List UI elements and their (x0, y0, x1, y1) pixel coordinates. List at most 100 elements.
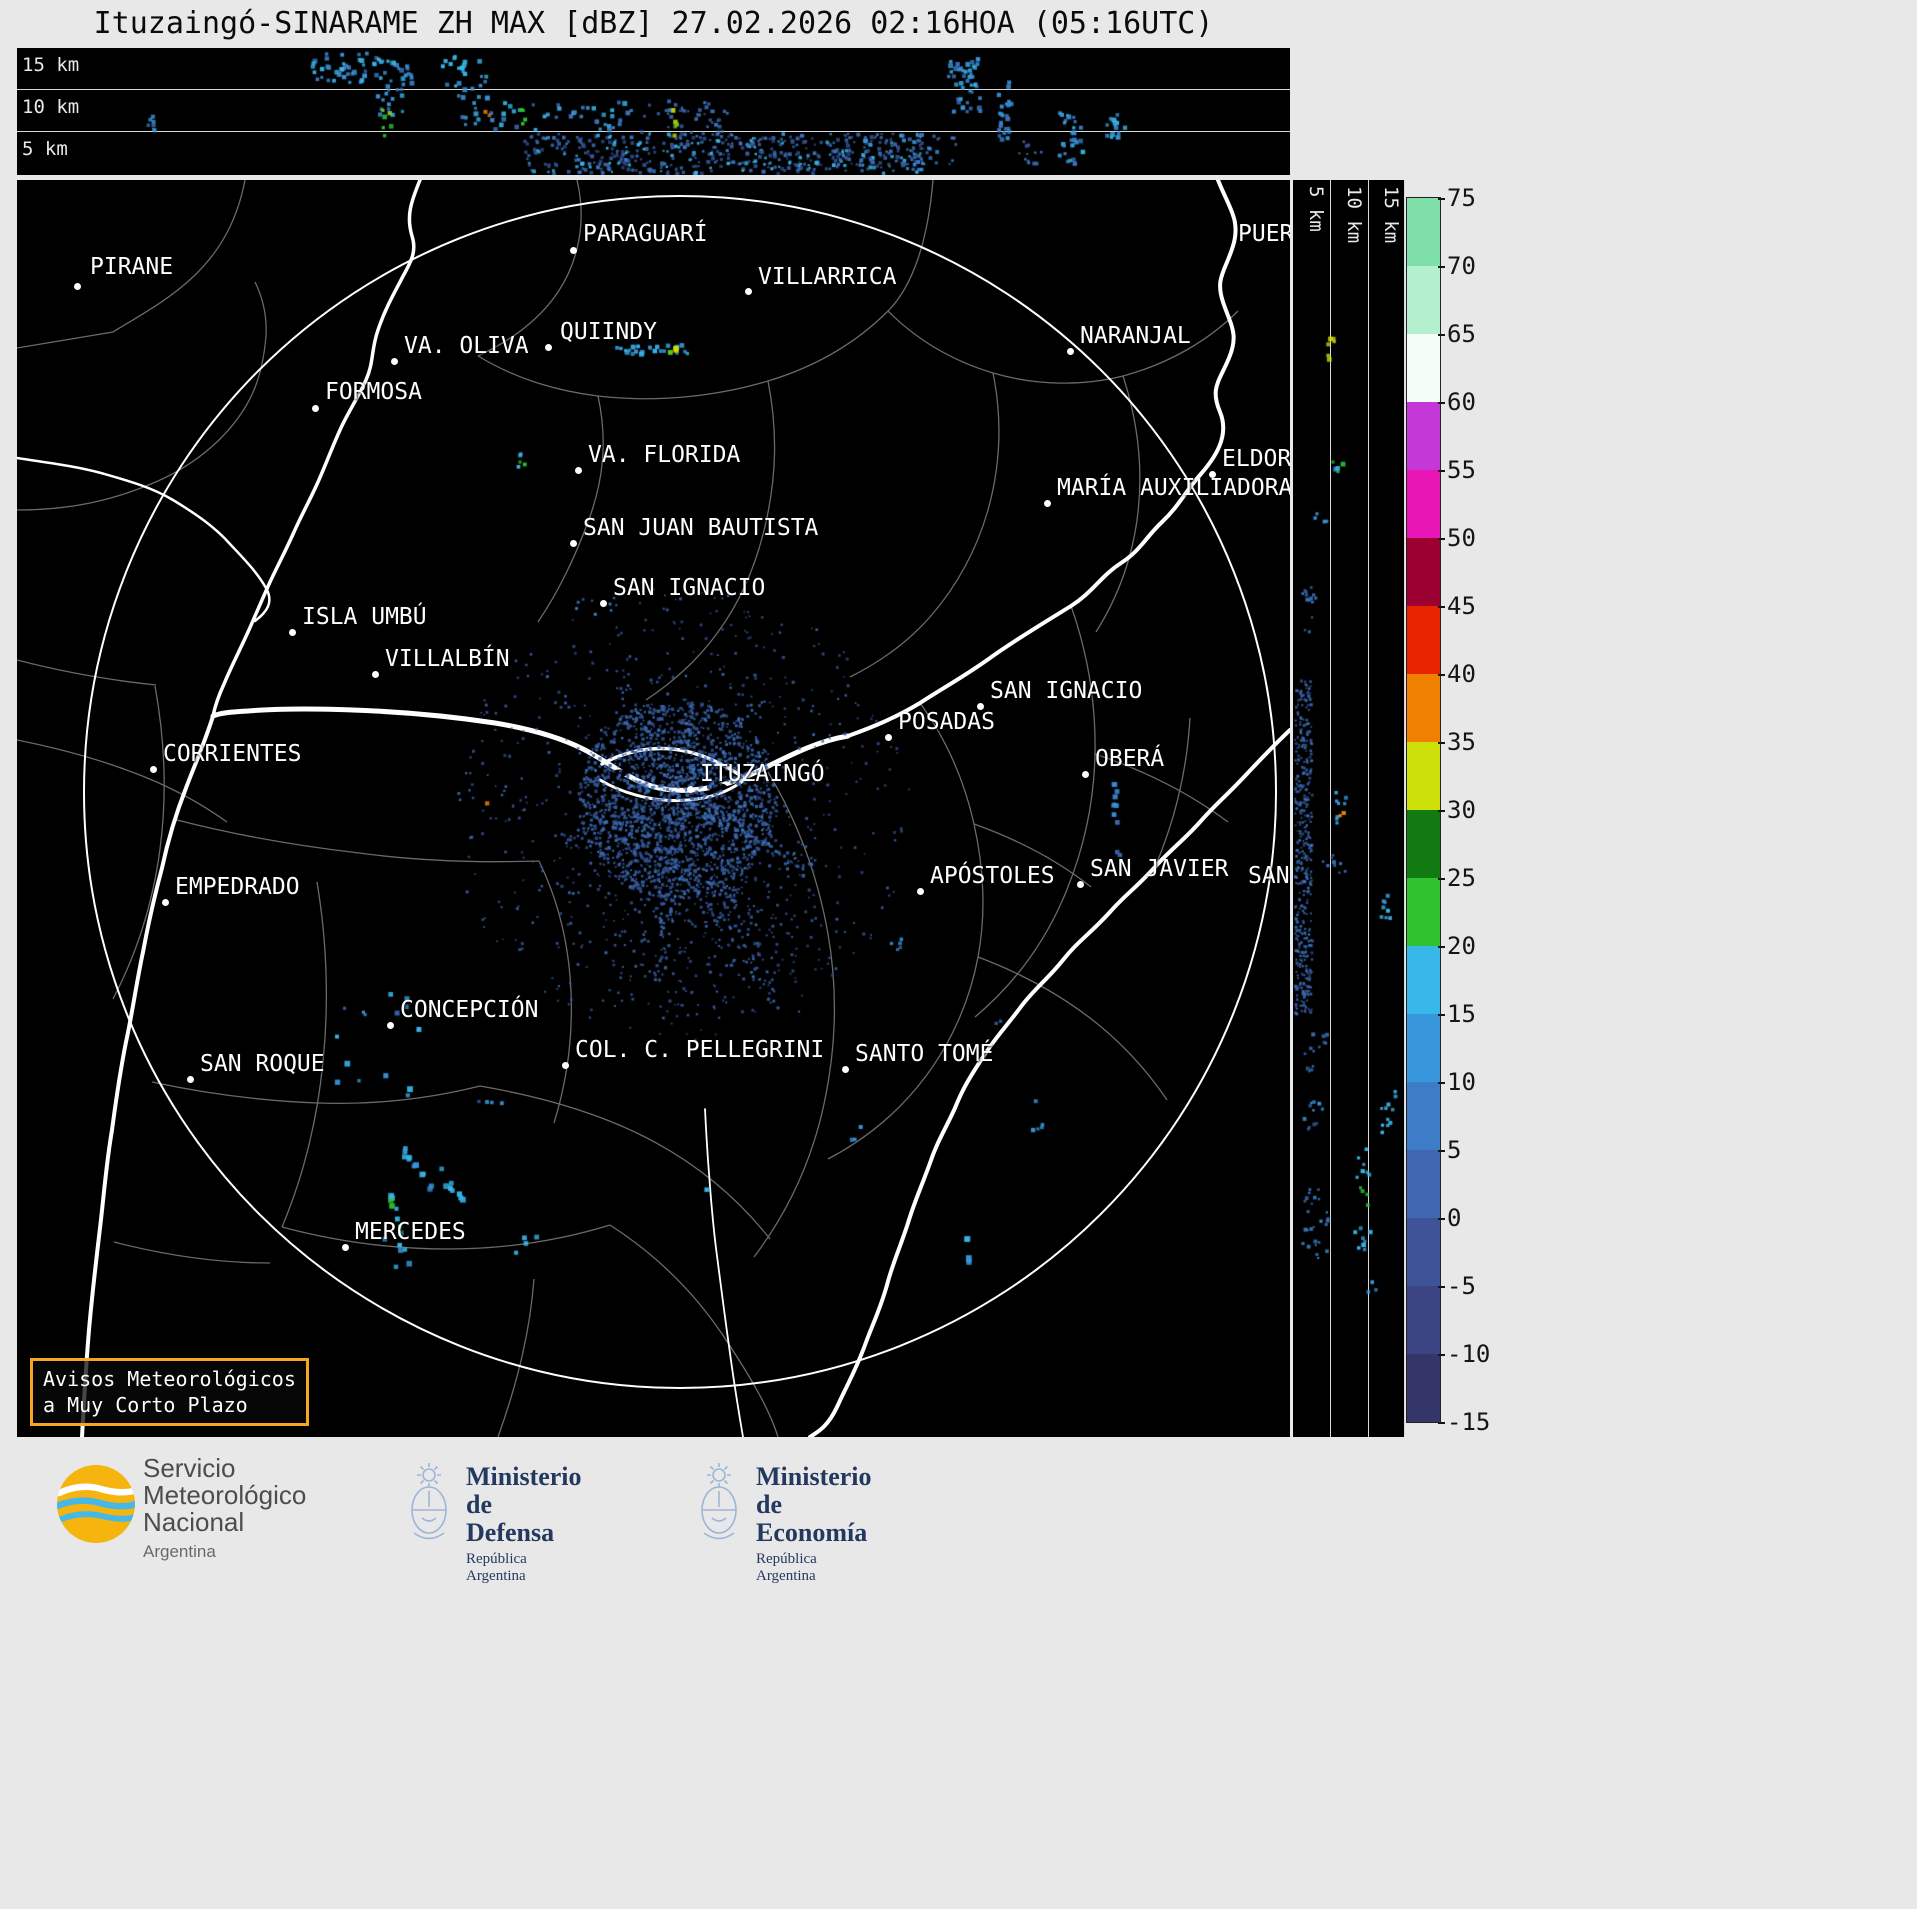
city-dot (544, 343, 552, 351)
city-label: COL. C. PELLEGRINI (575, 1037, 825, 1063)
colorbar-segment (1407, 674, 1440, 742)
city-dot (1081, 770, 1089, 778)
smn-name: Servicio Meteorológico Nacional Argentin… (143, 1455, 306, 1565)
colorbar-gradient (1406, 197, 1441, 1423)
city-label: OBERÁ (1095, 746, 1165, 772)
altitude-label: 15 km (1380, 186, 1402, 244)
city-label: PIRANE (90, 254, 174, 280)
city-dot (149, 765, 157, 773)
defensa-country: República Argentina (466, 1551, 527, 1584)
colorbar-segment (1407, 1014, 1440, 1082)
city-label: SAN IGNACIO (990, 678, 1143, 704)
colorbar-segment (1407, 1150, 1440, 1218)
city-dot (599, 599, 607, 607)
colorbar-segment (1407, 810, 1440, 878)
colorbar-tick-label: 15 (1438, 1000, 1476, 1028)
top-altitude-profile: 15 km 10 km 5 km (17, 48, 1290, 175)
colorbar-tick-label: -5 (1438, 1272, 1476, 1300)
smn-name-line2: Meteorológico (143, 1480, 307, 1510)
colorbar-tick-label: 20 (1438, 932, 1476, 960)
colorbar-segment (1407, 1286, 1440, 1354)
defensa-emblem-icon (411, 1463, 447, 1540)
smn-country: Argentina (143, 1542, 216, 1561)
colorbar-tick-label: 5 (1437, 1136, 1462, 1164)
colorbar-tick-label: 25 (1438, 864, 1476, 892)
city-dot (186, 1075, 194, 1083)
colorbar-tick-label: -15 (1437, 1408, 1491, 1436)
city-label: ELDORADO (1222, 446, 1290, 472)
city-dot (73, 282, 81, 290)
warning-line2: a Muy Corto Plazo (43, 1393, 248, 1417)
city-dot (371, 670, 379, 678)
top-profile-echoes (17, 48, 1290, 175)
city-label: APÓSTOLES (930, 863, 1055, 889)
economia-line1: Ministerio (756, 1462, 872, 1491)
city-dot (841, 1065, 849, 1073)
altitude-label: 10 km (22, 96, 80, 118)
city-dot (916, 887, 924, 895)
colorbar-segment (1407, 1218, 1440, 1286)
colorbar-segment (1407, 266, 1440, 334)
smn-logo-icon (57, 1465, 135, 1543)
colorbar: 75 70 65 60 55 50 45 40 35 30 25 20 15 10 5 0 -5 -10 -15 (1406, 180, 1556, 1437)
city-dot (161, 898, 169, 906)
city-dot (1043, 499, 1051, 507)
city-label: MARÍA AUXILIADORA (1057, 475, 1290, 501)
city-label: CONCEPCIÓN (400, 997, 539, 1023)
city-dot (686, 785, 694, 793)
city-dot (390, 357, 398, 365)
colorbar-segment (1407, 538, 1440, 606)
colorbar-segment (1407, 1082, 1440, 1150)
altitude-label: 10 km (1343, 186, 1365, 244)
colorbar-tick-label: 30 (1438, 796, 1476, 824)
smn-name-line3: Nacional (143, 1507, 245, 1537)
right-profile-labels: 5 km 10 km 15 km (1293, 180, 1405, 1437)
colorbar-tick-label: 70 (1438, 252, 1476, 280)
city-dot (569, 246, 577, 254)
city-label: QUIINDY (560, 319, 657, 345)
colorbar-tick-label: 55 (1438, 456, 1476, 484)
defensa-line1: Ministerio (466, 1462, 582, 1491)
colorbar-segment (1407, 334, 1440, 402)
colorbar-tick-label: 10 (1438, 1068, 1476, 1096)
colorbar-tick-label: 60 (1438, 388, 1476, 416)
colorbar-segment (1407, 198, 1440, 266)
economia-emblem-icon (701, 1463, 737, 1540)
city-dot (311, 404, 319, 412)
warning-box: Avisos Meteorológicos a Muy Corto Plazo (30, 1358, 309, 1426)
city-label: SANTO TOMÉ (855, 1041, 994, 1067)
defensa-name: Ministerio de Defensa República Argentin… (466, 1463, 582, 1585)
altitude-label: 5 km (1305, 186, 1327, 232)
city-dot (1076, 880, 1084, 888)
colorbar-segment (1407, 878, 1440, 946)
city-label: VILLARRICA (758, 264, 897, 290)
economia-line2: de Economía (756, 1490, 868, 1547)
radar-map: PIRANE PARAGUARÍ PUERTO VILLARRICA QUIINDY VA… (17, 180, 1290, 1437)
city-label: SAN IGNACIO (613, 575, 766, 601)
map-echoes (17, 180, 1290, 1437)
city-layer: PIRANE PARAGUARÍ PUERTO VILLARRICA QUIINDY VA… (17, 180, 1290, 1437)
right-profile-echoes (1293, 180, 1405, 1437)
city-label: VA. FLORIDA (588, 442, 741, 468)
city-label: PUERTO (1238, 221, 1290, 247)
city-label: NARANJAL (1080, 323, 1191, 349)
city-label: VILLALBÍN (385, 646, 510, 672)
city-dot (1208, 470, 1216, 478)
city-label: SAN (1248, 863, 1290, 889)
colorbar-segment (1407, 606, 1440, 674)
defensa-line2: de Defensa (466, 1490, 555, 1547)
colorbar-tick-label: 50 (1438, 524, 1476, 552)
top-profile-labels: 15 km 10 km 5 km (17, 48, 1290, 175)
footer: Servicio Meteorológico Nacional Argentin… (0, 1437, 1917, 1909)
colorbar-tick-label: 0 (1437, 1204, 1462, 1232)
colorbar-tick-label: 65 (1438, 320, 1476, 348)
city-label: CORRIENTES (163, 741, 302, 767)
warning-line1: Avisos Meteorológicos (43, 1367, 296, 1391)
city-dot (386, 1021, 394, 1029)
colorbar-tick-label: 35 (1438, 728, 1476, 756)
smn-name-line1: Servicio (143, 1453, 236, 1483)
city-dot (569, 539, 577, 547)
colorbar-segment (1407, 470, 1440, 538)
colorbar-segment (1407, 742, 1440, 810)
